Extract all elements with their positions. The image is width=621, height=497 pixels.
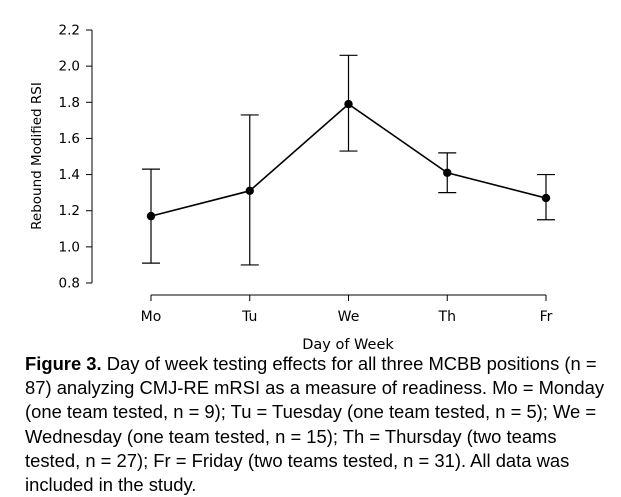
figure-caption: Figure 3. Day of week testing effects fo… — [25, 352, 615, 497]
x-tick-label: Fr — [540, 309, 553, 325]
data-point — [245, 186, 254, 196]
x-axis: Mo Tu We Th Fr — [141, 294, 553, 325]
x-tick-label: Th — [438, 309, 456, 325]
data-point — [146, 211, 156, 221]
y-tick-label: 1.6 — [59, 131, 80, 147]
caption-text: Day of week testing effects for all thre… — [25, 353, 605, 496]
x-axis-label: Day of Week — [302, 337, 394, 352]
error-bars — [142, 54, 555, 266]
y-tick-label: 1.2 — [59, 203, 80, 219]
data-point — [344, 99, 353, 109]
y-tick-label: 2.2 — [59, 23, 80, 39]
x-tick-label: We — [338, 309, 360, 325]
y-tick-label: 1.0 — [59, 239, 80, 255]
y-tick-label: 2.0 — [59, 59, 80, 75]
y-axis: 0.8 1.0 1.2 1.4 1.6 1.8 2.0 2.2 — [59, 23, 93, 292]
figure-label: Figure 3. — [25, 353, 102, 374]
y-tick-label: 1.4 — [59, 167, 80, 183]
y-tick-label: 0.8 — [59, 276, 80, 292]
x-tick-label: Mo — [141, 309, 162, 325]
x-tick-label: Tu — [241, 309, 257, 325]
data-points — [146, 99, 551, 221]
data-point — [443, 168, 452, 177]
y-axis-label: Rebound Modified RSI — [29, 82, 45, 230]
y-tick-label: 1.8 — [59, 95, 80, 111]
chart: 0.8 1.0 1.2 1.4 1.6 1.8 2.0 2.2 Mo Tu We Th Fr Rebo… — [29, 23, 555, 352]
data-point — [541, 193, 551, 203]
